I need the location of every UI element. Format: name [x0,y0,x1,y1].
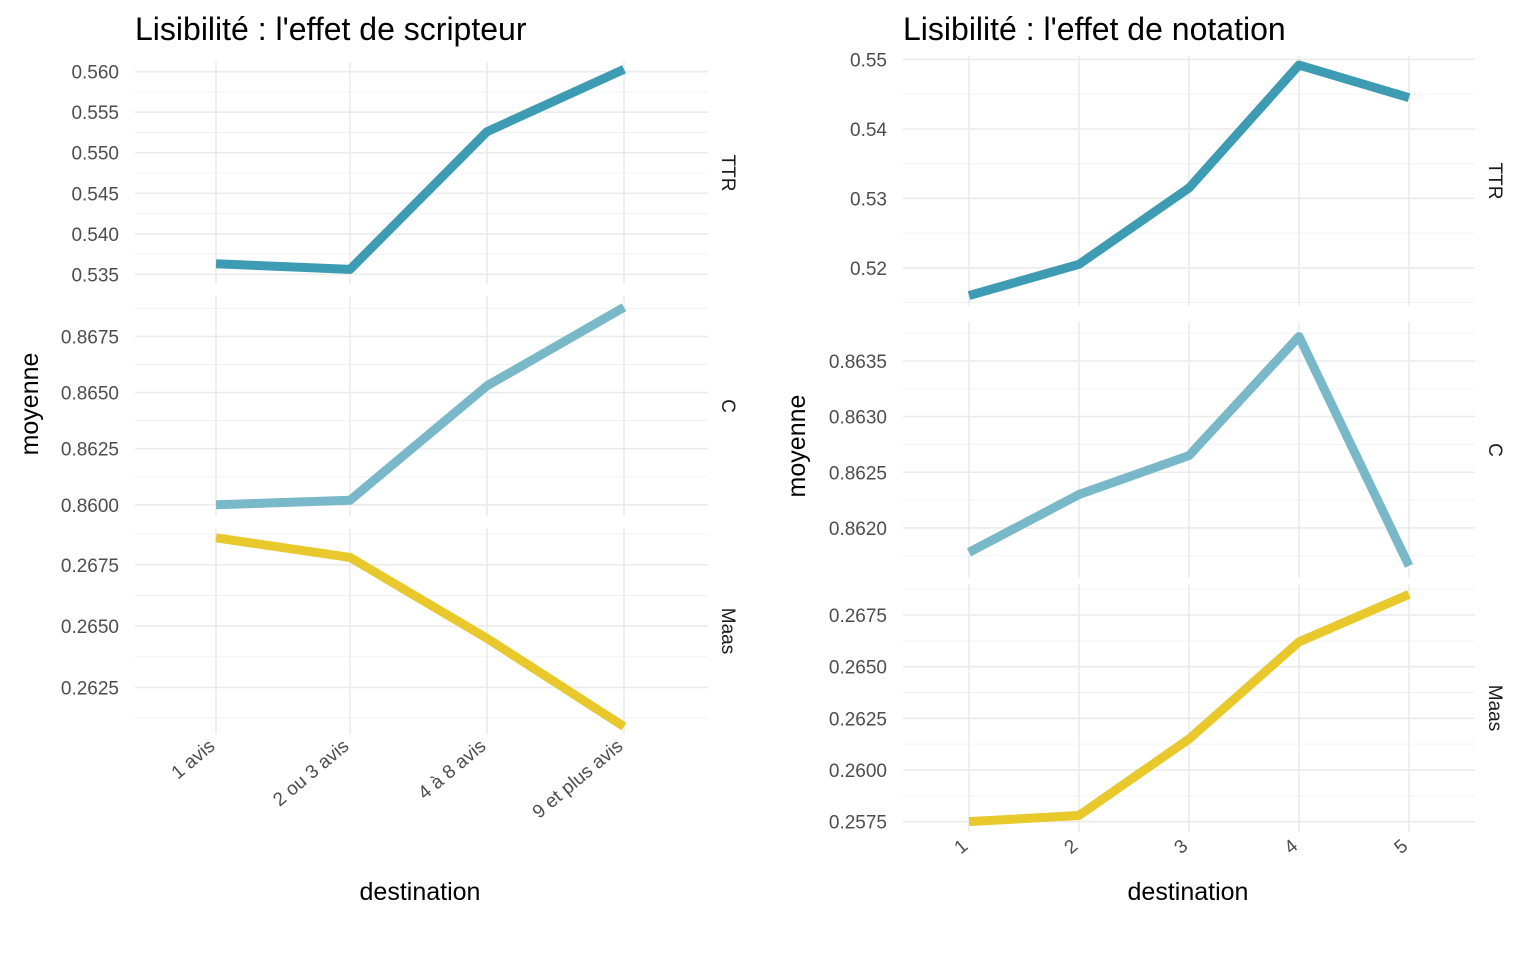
facet-c: 0.8620 0.8625 0.8630 0.8635 C [829,322,1505,578]
chart-title: Lisibilité : l'effet de notation [903,11,1286,47]
facet-ttr: 0.535 0.540 0.545 0.550 0.555 0.560 TTR [71,62,738,286]
x-tick-label: 4 [1281,835,1303,858]
series-line-c [215,303,627,510]
chart-2: Lisibilité : l'effet de notation 0.52 0.53… [783,11,1505,906]
x-axis-title: destination [360,878,481,906]
y-tick-label: 0.540 [71,225,119,246]
facet-strip-label: Maas [717,608,738,654]
y-tick-label: 0.8635 [829,352,887,373]
y-tick-label: 0.8630 [829,408,887,429]
facet-c: 0.8600 0.8625 0.8650 0.8675 C [61,296,738,517]
y-axis-title: moyenne [16,353,44,456]
y-tick-label: 0.8600 [61,496,119,517]
x-axis-title: destination [1128,878,1249,906]
facet-strip-label: C [1484,443,1505,457]
x-tick-label: 2 [1061,836,1083,859]
y-tick-label: 0.54 [850,120,887,141]
y-axis-title: moyenne [783,395,811,498]
x-tick-label: 2 ou 3 avis [269,736,353,811]
facet-maas: 0.2625 0.2650 0.2675 Maas [61,528,738,734]
chart-title: Lisibilité : l'effet de scripteur [135,11,527,47]
series-line-maas [215,533,627,731]
y-tick-label: 0.52 [850,259,887,280]
series-line-maas [968,590,1411,827]
facet-strip-label: TTR [1484,163,1505,200]
y-tick-label: 0.2675 [61,556,119,577]
chart-1: Lisibilité : l'effet de scripteur0.5350.… [16,11,738,906]
x-tick-label: 5 [1391,836,1413,859]
facet-maas: 0.2575 0.2600 0.2625 0.2650 0.2675 Maas [829,584,1505,834]
facet-strip-label: Maas [1484,685,1505,731]
y-tick-label: 0.55 [850,50,887,71]
y-tick-label: 0.2675 [829,606,887,627]
y-tick-label: 0.8625 [829,463,887,484]
y-tick-label: 0.8675 [61,327,119,348]
y-tick-label: 0.2650 [829,658,887,679]
series-line-ttr [215,65,626,274]
facet-ttr: 0.52 0.53 0.54 0.55 TTR [850,50,1505,306]
y-tick-label: 0.2625 [61,678,119,699]
y-tick-label: 0.560 [71,63,119,84]
x-tick-label: 9 et plus avis [529,736,627,823]
y-tick-label: 0.53 [850,189,887,210]
x-tick-label: 1 avis [168,736,220,784]
y-tick-label: 0.8650 [61,384,119,405]
y-tick-label: 0.555 [71,103,119,124]
y-tick-label: 0.545 [71,184,119,205]
facet-strip-label: C [717,399,738,413]
y-tick-label: 0.2600 [829,761,887,782]
y-tick-label: 0.2650 [61,617,119,638]
y-tick-label: 0.535 [71,265,119,286]
y-tick-label: 0.550 [71,144,119,165]
y-tick-label: 0.8620 [829,519,887,540]
series-line-ttr [967,60,1411,300]
facet-strip-label: TTR [717,155,738,192]
x-tick-label: 4 à 8 avis [414,736,490,804]
y-tick-label: 0.2625 [829,709,887,730]
x-tick-label: 3 [1171,836,1193,859]
y-tick-label: 0.2575 [829,813,887,834]
x-tick-label: 1 [951,836,973,859]
y-tick-label: 0.8625 [61,440,119,461]
series-line-c [966,331,1414,568]
